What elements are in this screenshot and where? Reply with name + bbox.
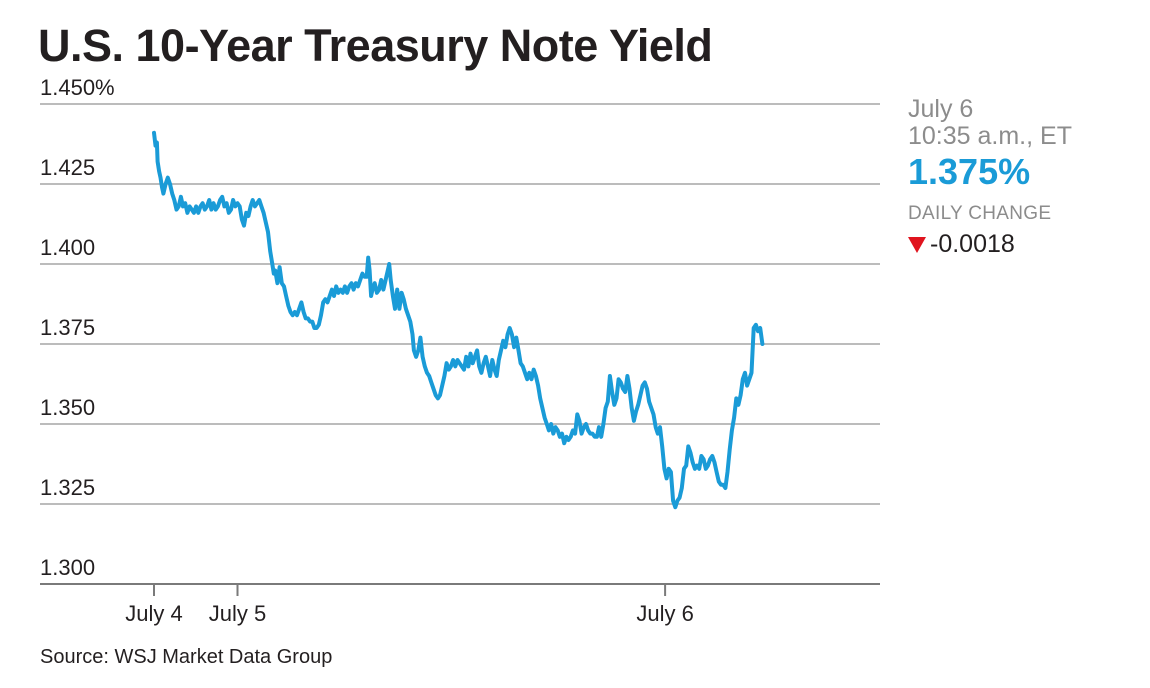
latest-quote-panel: July 6 10:35 a.m., ET 1.375% DAILY CHANG…	[908, 96, 1138, 259]
source-note: Source: WSJ Market Data Group	[40, 646, 333, 668]
y-tick-label: 1.450%	[40, 75, 115, 100]
y-tick-label: 1.425	[40, 155, 95, 180]
y-tick-label: 1.400	[40, 235, 95, 260]
x-tick-label: July 6	[636, 601, 693, 626]
x-tick-label: July 5	[209, 601, 266, 626]
x-axis: July 4 July 5 July 6	[125, 584, 694, 626]
down-triangle-icon	[908, 236, 926, 253]
daily-change-label: DAILY CHANGE	[908, 203, 1052, 224]
y-axis-labels: 1.450% 1.425 1.400 1.375 1.350 1.325 1.300	[40, 75, 115, 580]
daily-change: -0.0018	[908, 230, 1138, 259]
quote-date: July 6	[908, 95, 974, 123]
x-tick-label: July 4	[125, 601, 182, 626]
y-tick-label: 1.325	[40, 475, 95, 500]
y-tick-label: 1.350	[40, 395, 95, 420]
chart-title: U.S. 10-Year Treasury Note Yield	[38, 20, 713, 71]
gridlines	[40, 103, 880, 585]
y-tick-label: 1.300	[40, 555, 95, 580]
y-tick-label: 1.375	[40, 315, 95, 340]
yield-series-line	[152, 130, 765, 510]
quote-time: 10:35 a.m., ET	[908, 122, 1072, 150]
quote-value: 1.375%	[908, 151, 1031, 192]
daily-change-value: -0.0018	[930, 230, 1015, 258]
series-layer	[152, 130, 765, 510]
